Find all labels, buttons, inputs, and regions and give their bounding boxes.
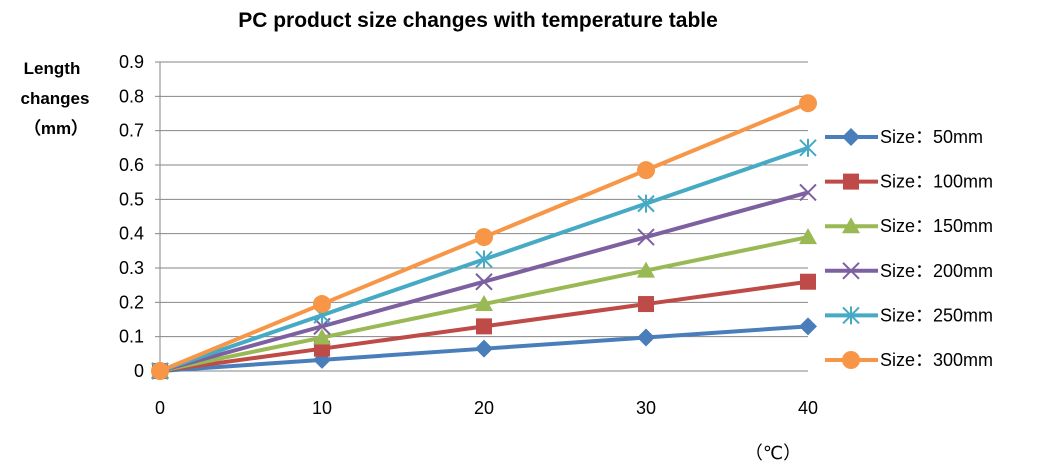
legend-label: Size：200mm: [880, 261, 993, 281]
data-point: [313, 328, 331, 345]
tick-labels: 0 0.1 0.2 0.3 0.4 0.5 0.6 0.7 0.8 0.9 0 10 20 30 40: [119, 52, 818, 418]
legend-item: Size：200mm: [825, 261, 993, 281]
x-tick-label: 20: [474, 398, 494, 418]
x-tick-label: 10: [312, 398, 332, 418]
y-tick-label: 0.6: [119, 155, 144, 175]
x-tick-label: 0: [155, 398, 165, 418]
series-lines: [151, 94, 817, 380]
y-axis-label-line-3: （mm）: [24, 118, 88, 138]
y-tick-label: 0.1: [119, 327, 144, 347]
legend-item: Size：100mm: [825, 172, 993, 192]
y-tick-label: 0: [134, 361, 144, 381]
data-point: [313, 295, 331, 314]
data-point: [637, 261, 655, 278]
data-point: [842, 262, 860, 280]
data-point: [476, 318, 492, 335]
data-point: [799, 317, 817, 336]
y-tick-label: 0.3: [119, 258, 144, 278]
chart-title: PC product size changes with temperature…: [238, 9, 718, 32]
legend-label: Size：300mm: [880, 350, 993, 370]
legend-item: Size：300mm: [825, 350, 993, 370]
x-tick-label: 40: [798, 398, 818, 418]
y-tick-label: 0.8: [119, 86, 144, 106]
series: [152, 273, 816, 379]
data-point: [151, 362, 169, 380]
legend-item: Size：150mm: [825, 216, 993, 236]
data-point: [637, 328, 655, 347]
gridlines: [160, 61, 808, 338]
data-point: [799, 228, 817, 245]
data-point: [637, 228, 655, 246]
legend-label: Size：100mm: [880, 172, 993, 192]
data-point: [475, 295, 493, 312]
axes: [155, 61, 808, 372]
data-point: [800, 273, 816, 290]
data-point: [637, 161, 655, 180]
y-tick-label: 0.4: [119, 224, 144, 244]
data-point: [799, 183, 817, 202]
data-point: [314, 340, 330, 357]
data-point: [842, 128, 860, 146]
y-axis-label-line-2: changes: [21, 89, 90, 108]
data-point: [475, 339, 493, 358]
data-point: [475, 273, 493, 291]
y-tick-label: 0.5: [119, 189, 144, 209]
legend: Size：50mm Size：100mm Size：150mm Size：200mm S…: [825, 127, 993, 370]
data-point: [843, 173, 859, 190]
y-axis-label-line-1: Length: [24, 59, 81, 78]
x-axis-unit-label: （℃）: [745, 443, 801, 463]
series: [151, 94, 817, 380]
legend-label: Size：50mm: [880, 127, 983, 147]
legend-item: Size：50mm: [825, 127, 983, 147]
data-point: [638, 296, 654, 313]
data-point: [799, 138, 817, 157]
data-point: [842, 351, 860, 369]
legend-label: Size：250mm: [880, 305, 993, 325]
y-tick-label: 0.7: [119, 121, 144, 141]
data-point: [475, 250, 493, 269]
series: [151, 138, 817, 380]
data-point: [637, 194, 655, 213]
y-tick-label: 0.2: [119, 292, 144, 312]
data-point: [842, 217, 860, 234]
y-tick-label: 0.9: [119, 52, 144, 72]
legend-item: Size：250mm: [825, 305, 993, 325]
x-tick-label: 30: [636, 398, 656, 418]
data-point: [475, 228, 493, 247]
legend-label: Size：150mm: [880, 216, 993, 236]
data-point: [842, 306, 860, 325]
data-point: [799, 94, 817, 113]
